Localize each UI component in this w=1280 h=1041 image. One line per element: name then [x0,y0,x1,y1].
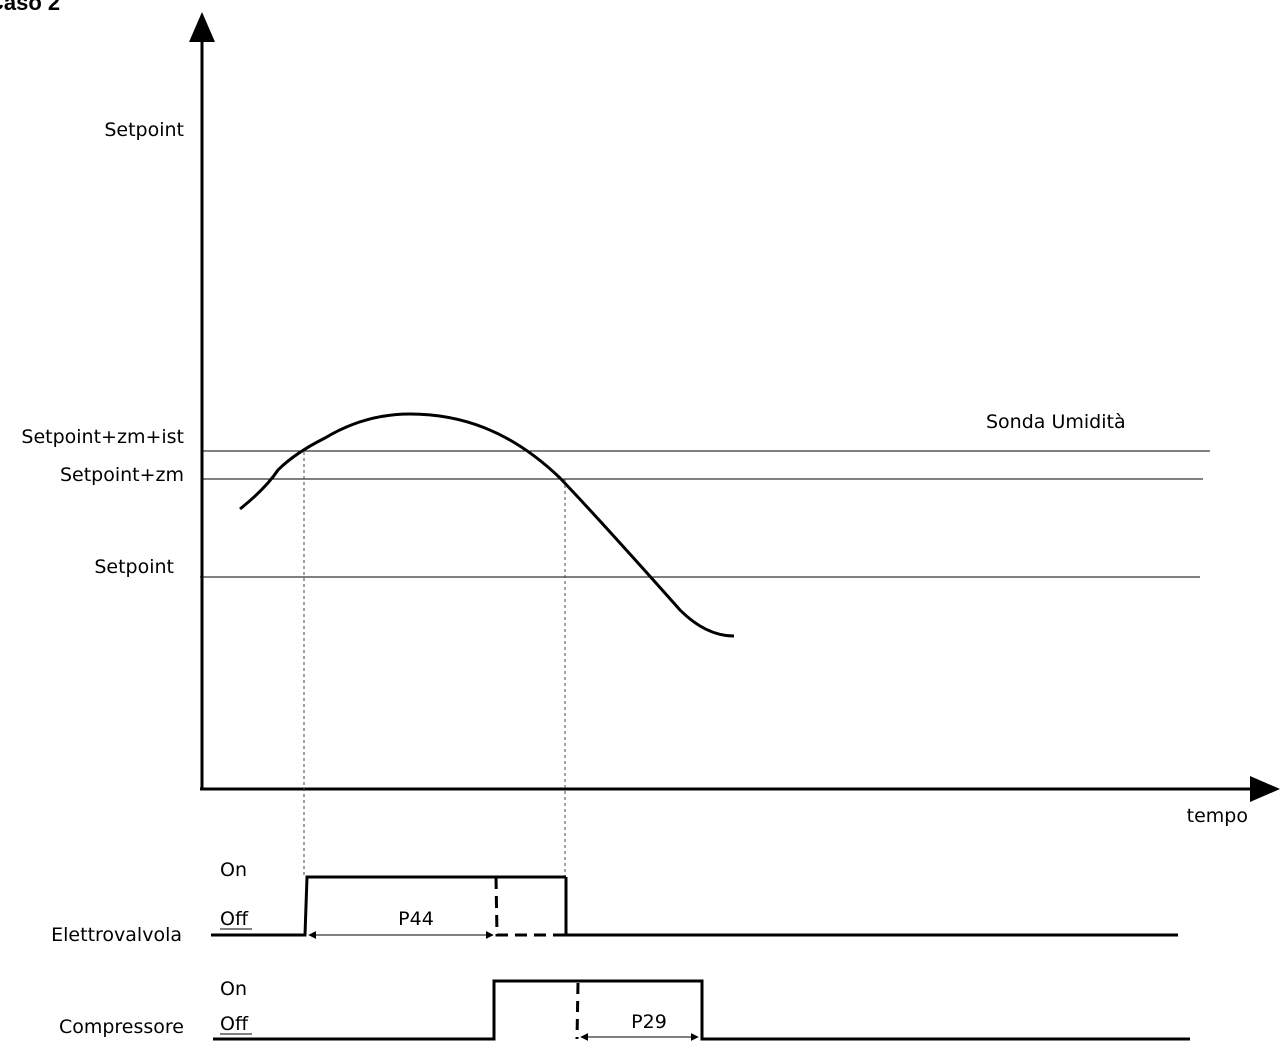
elettrovalvola-off-label: Off [220,908,249,930]
x-axis-arrowhead [1250,776,1280,802]
x-axis-label: tempo [1187,805,1248,827]
label-setpoint: Setpoint [94,556,174,578]
p44-label: P44 [398,908,434,930]
label-setpoint-top: Setpoint [104,119,184,141]
compressore-name: Compressore [59,1016,184,1038]
diagram-title: Caso 2 [0,0,60,15]
label-setpoint-zm: Setpoint+zm [60,464,184,486]
elettrovalvola-name: Elettrovalvola [51,924,182,946]
curve-label: Sonda Umidità [986,411,1126,433]
y-axis-arrowhead [189,12,215,42]
p29-label: P29 [631,1011,667,1033]
compressore-off-label: Off [220,1013,249,1035]
elettrovalvola-signal-end [564,877,1178,937]
elettrovalvola-signal-extension [494,876,566,937]
compressore-signal [213,979,1190,1041]
elettrovalvola-signal [211,875,496,937]
humidity-curve [239,412,735,638]
compressore-signal-dashed-drop [575,982,580,1040]
compressore-on-label: On [220,978,247,1000]
label-setpoint-zm-ist: Setpoint+zm+ist [21,426,184,448]
elettrovalvola-on-label: On [220,859,247,881]
